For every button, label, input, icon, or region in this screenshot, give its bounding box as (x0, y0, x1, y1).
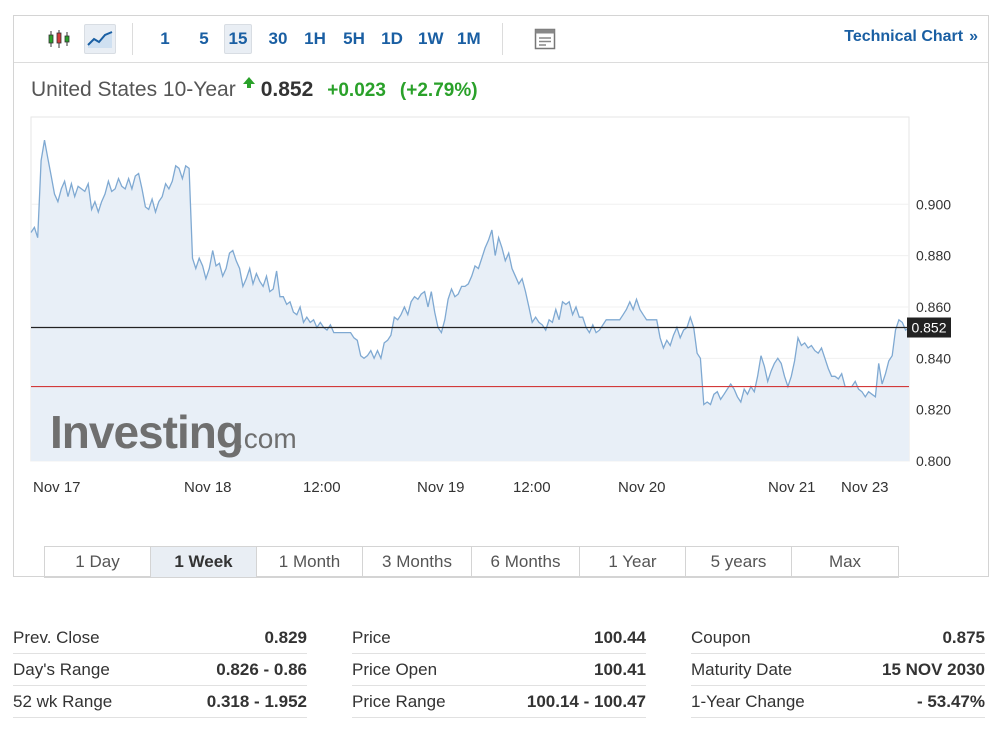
stat-label: Prev. Close (13, 627, 100, 647)
stats-column: Prev. Close 0.829 Day's Range 0.826 - 0.86 5… (13, 622, 307, 718)
stat-row: Price 100.44 (352, 622, 646, 654)
interval-button-1w[interactable]: 1W (418, 29, 444, 48)
range-button-max[interactable]: Max (828, 552, 862, 571)
watermark-brand: Investing (50, 406, 243, 458)
interval-button-15[interactable]: 15 (224, 24, 252, 54)
x-tick-label: Nov 18 (184, 479, 232, 496)
stat-row: Maturity Date 15 NOV 2030 (691, 654, 985, 686)
stat-value: - 53.47% (916, 691, 985, 711)
stat-value: 100.14 - 100.47 (526, 691, 646, 711)
time-range-selector: 1 Day 1 Week 1 Month 3 Months 6 Months 1 Year… (44, 546, 899, 578)
toolbar-separator (502, 23, 503, 55)
stat-row: Prev. Close 0.829 (13, 622, 307, 654)
last-price: 0.852 (260, 78, 314, 101)
stat-label: 52 wk Range (13, 691, 113, 711)
area-chart-icon[interactable] (84, 24, 116, 54)
stat-row: Coupon 0.875 (691, 622, 985, 654)
candlestick-icon[interactable] (43, 24, 75, 54)
x-tick-label: Nov 20 (618, 479, 666, 496)
y-tick-label: 0.800 (916, 453, 951, 469)
y-tick-label: 0.900 (916, 196, 951, 212)
y-tick-label: 0.820 (916, 402, 951, 418)
instrument-name: United States 10-Year (31, 78, 236, 101)
toolbar-separator (132, 23, 133, 55)
range-button-1-day[interactable]: 1 Day (45, 547, 151, 577)
range-button-1-month[interactable]: 1 Month (257, 547, 363, 577)
stat-row: 52 wk Range 0.318 - 1.952 (13, 686, 307, 718)
chart-toolbar: 1 5 15 30 1H 5H 1D 1W 1M Technical Chart» (14, 16, 988, 63)
stat-label: 1-Year Change (691, 691, 805, 711)
interval-button-5[interactable]: 5 (199, 29, 209, 48)
stats-column: Coupon 0.875 Maturity Date 15 NOV 2030 1-Yea… (691, 622, 985, 718)
y-tick-label: 0.860 (916, 299, 951, 315)
stat-label: Price Range (352, 691, 446, 711)
range-button-1-year[interactable]: 1 Year (580, 547, 686, 577)
interval-button-5h[interactable]: 5H (343, 29, 365, 48)
stat-value: 100.44 (594, 627, 646, 647)
stat-value: 0.829 (264, 627, 307, 647)
technical-chart-link[interactable]: Technical Chart » (844, 28, 978, 46)
price-area (31, 140, 909, 461)
stat-value: 100.41 (594, 659, 646, 679)
chart-widget: 1 5 15 30 1H 5H 1D 1W 1M Technical Chart» United… (13, 15, 989, 578)
stat-label: Price Open (352, 659, 438, 679)
interval-button-1m[interactable]: 1M (457, 29, 481, 48)
x-tick-label: 12:00 (303, 479, 341, 496)
stat-value: 0.318 - 1.952 (206, 691, 307, 711)
range-button-1-week[interactable]: 1 Week (151, 547, 257, 577)
stat-value: 0.826 - 0.86 (216, 659, 307, 679)
x-tick-label: Nov 23 (841, 479, 889, 496)
price-change: +0.023 (327, 80, 386, 101)
stat-value: 0.875 (942, 627, 985, 647)
x-tick-label: Nov 21 (768, 479, 816, 496)
up-arrow-icon (242, 77, 255, 88)
interval-button-1[interactable]: 1 (160, 29, 170, 48)
x-tick-label: Nov 19 (417, 479, 465, 496)
range-button-5-years[interactable]: 5 years (686, 547, 792, 577)
instrument-header: United States 10-Year 0.852 +0.023 (+2.7… (31, 77, 492, 106)
interval-button-1h[interactable]: 1H (304, 29, 326, 48)
interval-button-30[interactable]: 30 (268, 29, 288, 48)
stat-label: Day's Range (13, 659, 110, 679)
y-tick-label: 0.880 (916, 248, 951, 264)
stat-label: Maturity Date (691, 659, 793, 679)
price-line (30, 139, 910, 406)
y-axis: 0.900 0.880 0.860 0.840 0.820 0.800 (916, 196, 951, 469)
current-price-tag: 0.852 (907, 317, 951, 338)
settings-panel-icon[interactable] (529, 24, 561, 54)
technical-chart-label: Technical Chart (844, 28, 964, 45)
range-button-6-months[interactable]: 6 Months (472, 547, 580, 577)
stat-row: Price Range 100.14 - 100.47 (352, 686, 646, 718)
stat-label: Coupon (691, 627, 751, 647)
stat-label: Price (352, 627, 391, 647)
interval-button-1d[interactable]: 1D (381, 29, 403, 48)
x-tick-label: 12:00 (513, 479, 551, 496)
x-axis: Nov 17 Nov 18 12:00 Nov 19 12:00 Nov 20 Nov 21… (33, 479, 889, 496)
x-tick-label: Nov 17 (33, 479, 81, 496)
investing-watermark: Investing .com (50, 406, 297, 458)
price-change-percent: (+2.79%) (399, 80, 478, 101)
watermark-suffix: .com (236, 423, 297, 454)
stat-row: Day's Range 0.826 - 0.86 (13, 654, 307, 686)
price-chart[interactable]: Investing .com 0.900 0.880 0.860 0.840 0.820… (14, 16, 988, 516)
double-chevron-right-icon: » (969, 28, 978, 45)
stat-row: Price Open 100.41 (352, 654, 646, 686)
stat-value: 15 NOV 2030 (881, 659, 985, 679)
stat-row: 1-Year Change - 53.47% (691, 686, 985, 718)
range-button-3-months[interactable]: 3 Months (363, 547, 472, 577)
stats-column: Price 100.44 Price Open 100.41 Price Range 10… (352, 622, 646, 718)
current-price-label: 0.852 (911, 320, 946, 336)
y-tick-label: 0.840 (916, 350, 951, 366)
